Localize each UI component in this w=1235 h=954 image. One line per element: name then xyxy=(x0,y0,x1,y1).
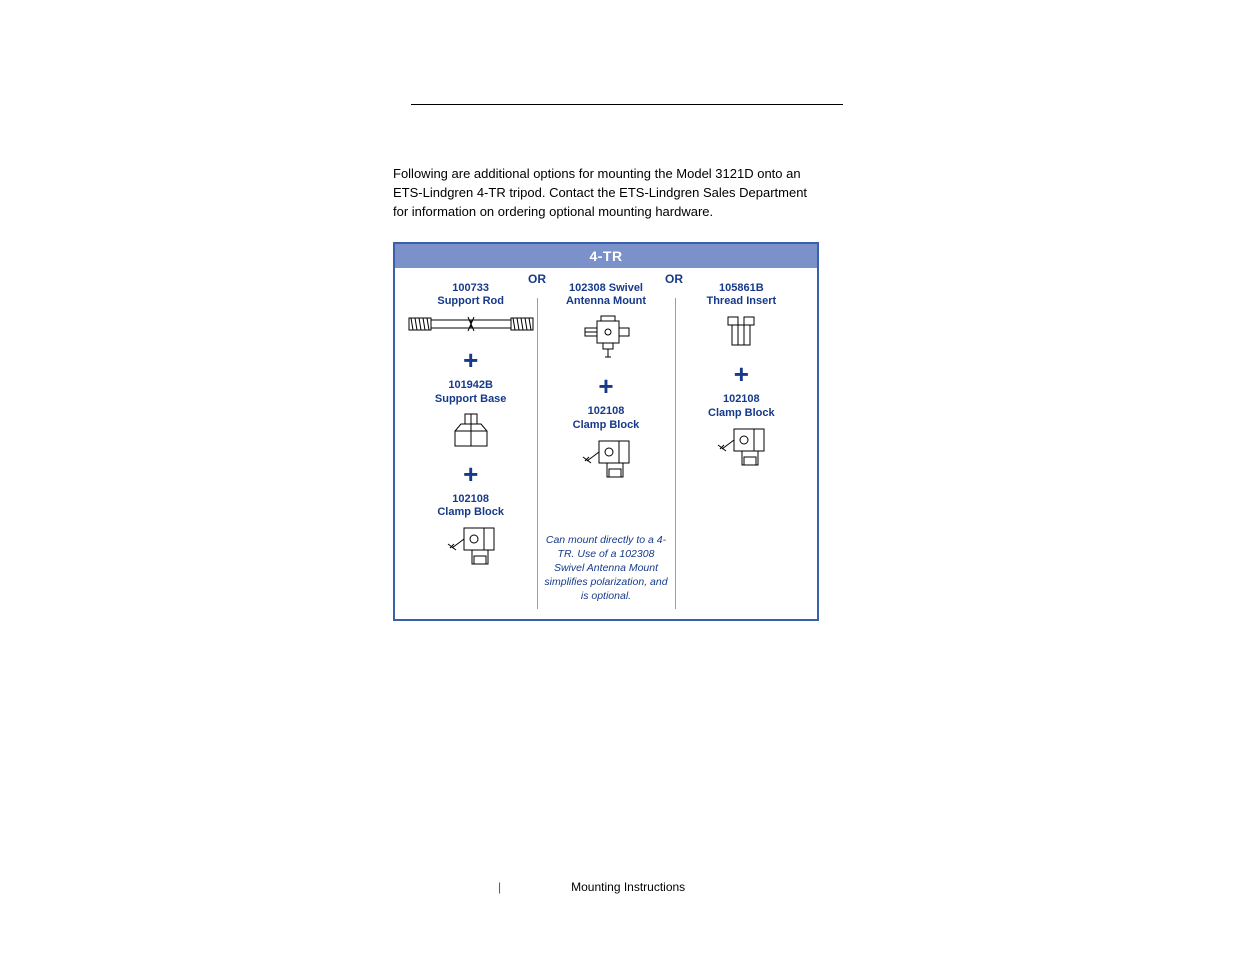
part-label: 102108 Clamp Block xyxy=(708,393,775,421)
column-1: 100733 Support Rod xyxy=(403,282,538,604)
part-label: 102108 Clamp Block xyxy=(437,493,504,521)
diagram-body: OR OR 100733 Support Rod xyxy=(395,268,817,620)
footer-text: Mounting Instructions xyxy=(571,880,685,894)
part-label: 102308 Swivel Antenna Mount xyxy=(566,282,646,310)
part-label: 102108 Clamp Block xyxy=(573,405,640,433)
clamp-block-icon xyxy=(579,439,633,479)
plus-icon: + xyxy=(463,347,478,373)
footer-pipe: | xyxy=(498,880,501,894)
column-note: Can mount directly to a 4-TR. Use of a 1… xyxy=(541,533,671,604)
intro-paragraph: Following are additional options for mou… xyxy=(393,165,819,222)
swivel-mount-icon xyxy=(579,315,633,359)
horizontal-rule xyxy=(411,104,843,105)
thread-insert-icon xyxy=(724,315,758,347)
page-footer: | Mounting Instructions xyxy=(393,880,843,894)
plus-icon: + xyxy=(598,373,613,399)
column-3: 105861B Thread Insert + xyxy=(674,282,809,604)
support-rod-icon xyxy=(408,315,534,333)
column-2: 102308 Swivel Antenna Mount xyxy=(538,282,673,604)
part-label: 101942B Support Base xyxy=(435,379,507,407)
diagram-header: 4-TR xyxy=(395,244,817,268)
clamp-block-icon xyxy=(444,526,498,566)
plus-icon: + xyxy=(734,361,749,387)
part-label: 100733 Support Rod xyxy=(437,282,504,310)
mounting-diagram: 4-TR OR OR 100733 Support Rod xyxy=(393,242,819,622)
support-base-icon xyxy=(451,413,491,447)
plus-icon: + xyxy=(463,461,478,487)
part-label: 105861B Thread Insert xyxy=(706,282,776,310)
clamp-block-icon xyxy=(714,427,768,467)
